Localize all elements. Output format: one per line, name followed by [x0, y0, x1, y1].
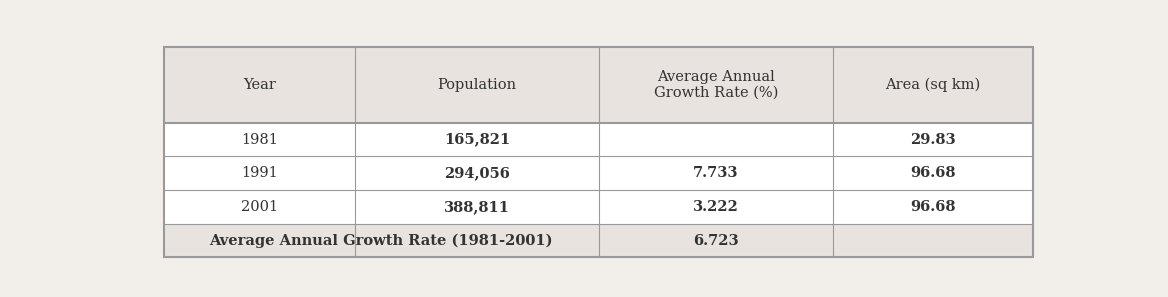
Text: 2001: 2001 — [241, 200, 278, 214]
Text: 96.68: 96.68 — [910, 200, 955, 214]
Text: Average Annual Growth Rate (1981-2001): Average Annual Growth Rate (1981-2001) — [209, 233, 554, 248]
Bar — [164, 190, 1033, 224]
Text: 6.723: 6.723 — [693, 234, 738, 248]
Text: Area (sq km): Area (sq km) — [885, 78, 981, 92]
Text: 1991: 1991 — [242, 166, 278, 180]
Text: 388,811: 388,811 — [444, 200, 510, 214]
Text: Average Annual
Growth Rate (%): Average Annual Growth Rate (%) — [654, 70, 778, 100]
Text: 3.222: 3.222 — [693, 200, 739, 214]
Bar — [164, 123, 1033, 157]
Bar — [164, 47, 1033, 123]
Text: 165,821: 165,821 — [444, 133, 510, 147]
Text: 29.83: 29.83 — [910, 133, 955, 147]
Text: 1981: 1981 — [242, 133, 278, 147]
Text: 96.68: 96.68 — [910, 166, 955, 180]
Text: 7.733: 7.733 — [693, 166, 738, 180]
Text: Population: Population — [437, 78, 516, 92]
Text: Year: Year — [243, 78, 276, 92]
Text: 294,056: 294,056 — [444, 166, 510, 180]
Bar — [164, 224, 1033, 257]
Bar — [164, 157, 1033, 190]
